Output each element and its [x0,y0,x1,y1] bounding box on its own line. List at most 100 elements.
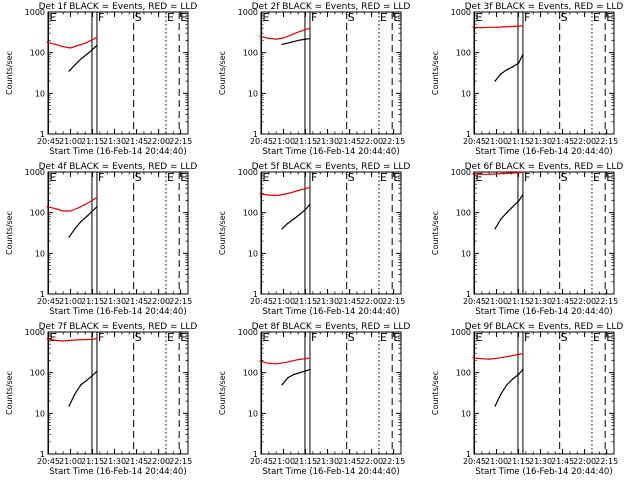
x-tick-label: 21:00 [272,457,295,466]
lld-series-line [472,171,524,175]
marker-label: E [393,331,400,344]
lld-point [96,36,98,38]
x-tick-label: 21:45 [551,457,574,466]
lld-point [297,189,299,192]
lld-series-line [259,357,311,365]
y-tick-label: 100 [30,209,45,218]
marker-label: E [180,331,187,344]
lld-point [290,360,292,362]
marker-label: E [393,11,400,24]
marker-label: S [135,171,142,184]
y-tick-label: 1000 [451,328,471,337]
lld-point [503,26,505,28]
y-tick-label: 10 [35,89,45,98]
y-tick-label: 100 [456,209,471,218]
events-point [68,70,70,72]
lld-point [309,357,311,359]
marker-label: E [475,171,482,184]
lld-point [275,194,277,197]
x-tick-label: 21:45 [338,297,361,306]
marker-label: E [180,171,187,184]
y-tick-label: 100 [243,209,258,218]
lld-point [503,172,505,175]
y-axis-label: Counts/sec [218,371,227,415]
plot-frame [47,331,189,455]
lld-point [297,31,299,33]
lld-point [522,25,524,27]
lld-point [472,26,474,28]
marker-label: E [180,11,187,24]
marker-label: S [348,331,355,344]
marker-label: E [593,171,600,184]
lld-point [96,337,98,339]
x-tick-label: 22:00 [360,137,383,146]
y-tick-label: 10 [248,249,258,258]
plot-frame [260,11,402,135]
events-point [68,236,70,238]
marker-label: S [561,11,568,24]
y-tick-label: 1000 [238,8,258,17]
marker-label: F [524,11,530,24]
events-point [287,222,289,224]
y-tick-label: 1000 [238,168,258,177]
marker-label: E [475,11,482,24]
lld-point [259,35,261,38]
plot-frame [47,11,189,135]
x-axis-label: Start Time (16-Feb-14 20:44:40) [49,307,186,317]
events-point [299,372,301,374]
detector-panel-5: Det 5f BLACK = Events, RED = LLD 1 10 100 10… [218,162,410,317]
lld-point [55,43,57,45]
y-axis-label: Counts/sec [431,211,440,255]
x-tick-label: 22:00 [360,297,383,306]
lld-point [282,362,285,364]
x-tick-label: 21:15 [507,297,530,306]
x-tick-label: 20:45 [37,297,60,306]
lld-series-line [472,352,524,360]
y-tick-label: 100 [456,369,471,378]
x-tick-label: 21:30 [316,297,339,306]
events-point [517,62,520,64]
y-tick-label: 100 [243,49,258,58]
marker-label: S [561,331,568,344]
lld-point [297,358,299,361]
lld-point [69,210,72,212]
x-axis-label: Start Time (16-Feb-14 20:44:40) [49,147,186,157]
lld-point [77,44,79,47]
marker-label: S [348,171,355,184]
panel-title: Det 3f BLACK = Events, RED = LLD [465,2,624,12]
events-point [74,228,76,230]
panel-title: Det 1f BLACK = Events, RED = LLD [39,2,198,12]
lld-point [488,358,490,360]
marker-label: E [49,331,56,344]
lld-point [77,207,79,209]
lld-series-line [259,27,311,40]
marker-label: E [380,331,387,344]
x-tick-label: 22:00 [147,457,170,466]
y-tick-label: 100 [456,49,471,58]
events-point [91,48,94,51]
events-point [80,221,82,223]
events-point [512,206,514,208]
y-tick-label: 100 [30,369,45,378]
lld-point [304,358,307,360]
x-tick-label: 21:15 [507,457,530,466]
lld-point [46,206,48,208]
lld-point [46,41,48,43]
x-tick-label: 21:30 [529,457,552,466]
x-tick-label: 21:30 [316,137,339,146]
plot-frame [473,171,615,295]
y-tick-label: 1 [253,450,258,459]
y-tick-label: 1000 [451,8,471,17]
lld-point [91,338,94,340]
panel-title: Det 9f BLACK = Events, RED = LLD [465,322,624,332]
x-tick-label: 20:45 [463,137,486,146]
events-point [517,200,520,202]
y-tick-label: 1 [40,130,45,139]
x-tick-label: 21:30 [103,297,126,306]
events-point [290,41,292,43]
x-tick-label: 22:15 [382,137,405,146]
marker-label: F [311,11,317,24]
marker-label: E [262,331,269,344]
x-tick-label: 21:15 [81,457,104,466]
y-tick-label: 10 [248,409,258,418]
